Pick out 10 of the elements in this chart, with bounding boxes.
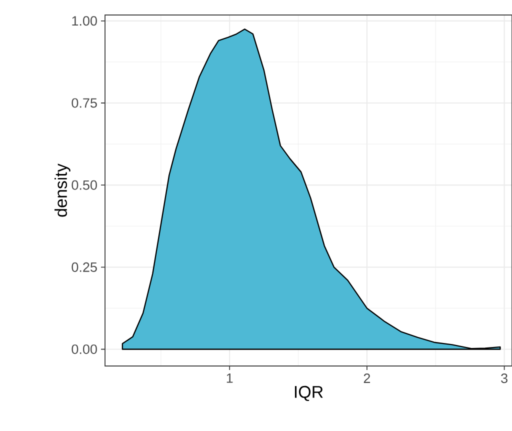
y-axis-title: density <box>54 164 70 217</box>
x-tick-label: 1 <box>226 374 233 383</box>
x-tick-label: 2 <box>364 374 370 383</box>
y-tick-label: 0.00 <box>72 344 97 354</box>
x-axis-title: IQR <box>294 386 323 402</box>
y-tick-label: 0.25 <box>72 262 97 272</box>
y-tick-label: 0.50 <box>72 180 97 190</box>
x-tick-label: 3 <box>501 374 508 384</box>
y-tick-label: 1.00 <box>72 16 97 26</box>
y-tick-label: 0.75 <box>72 98 97 108</box>
